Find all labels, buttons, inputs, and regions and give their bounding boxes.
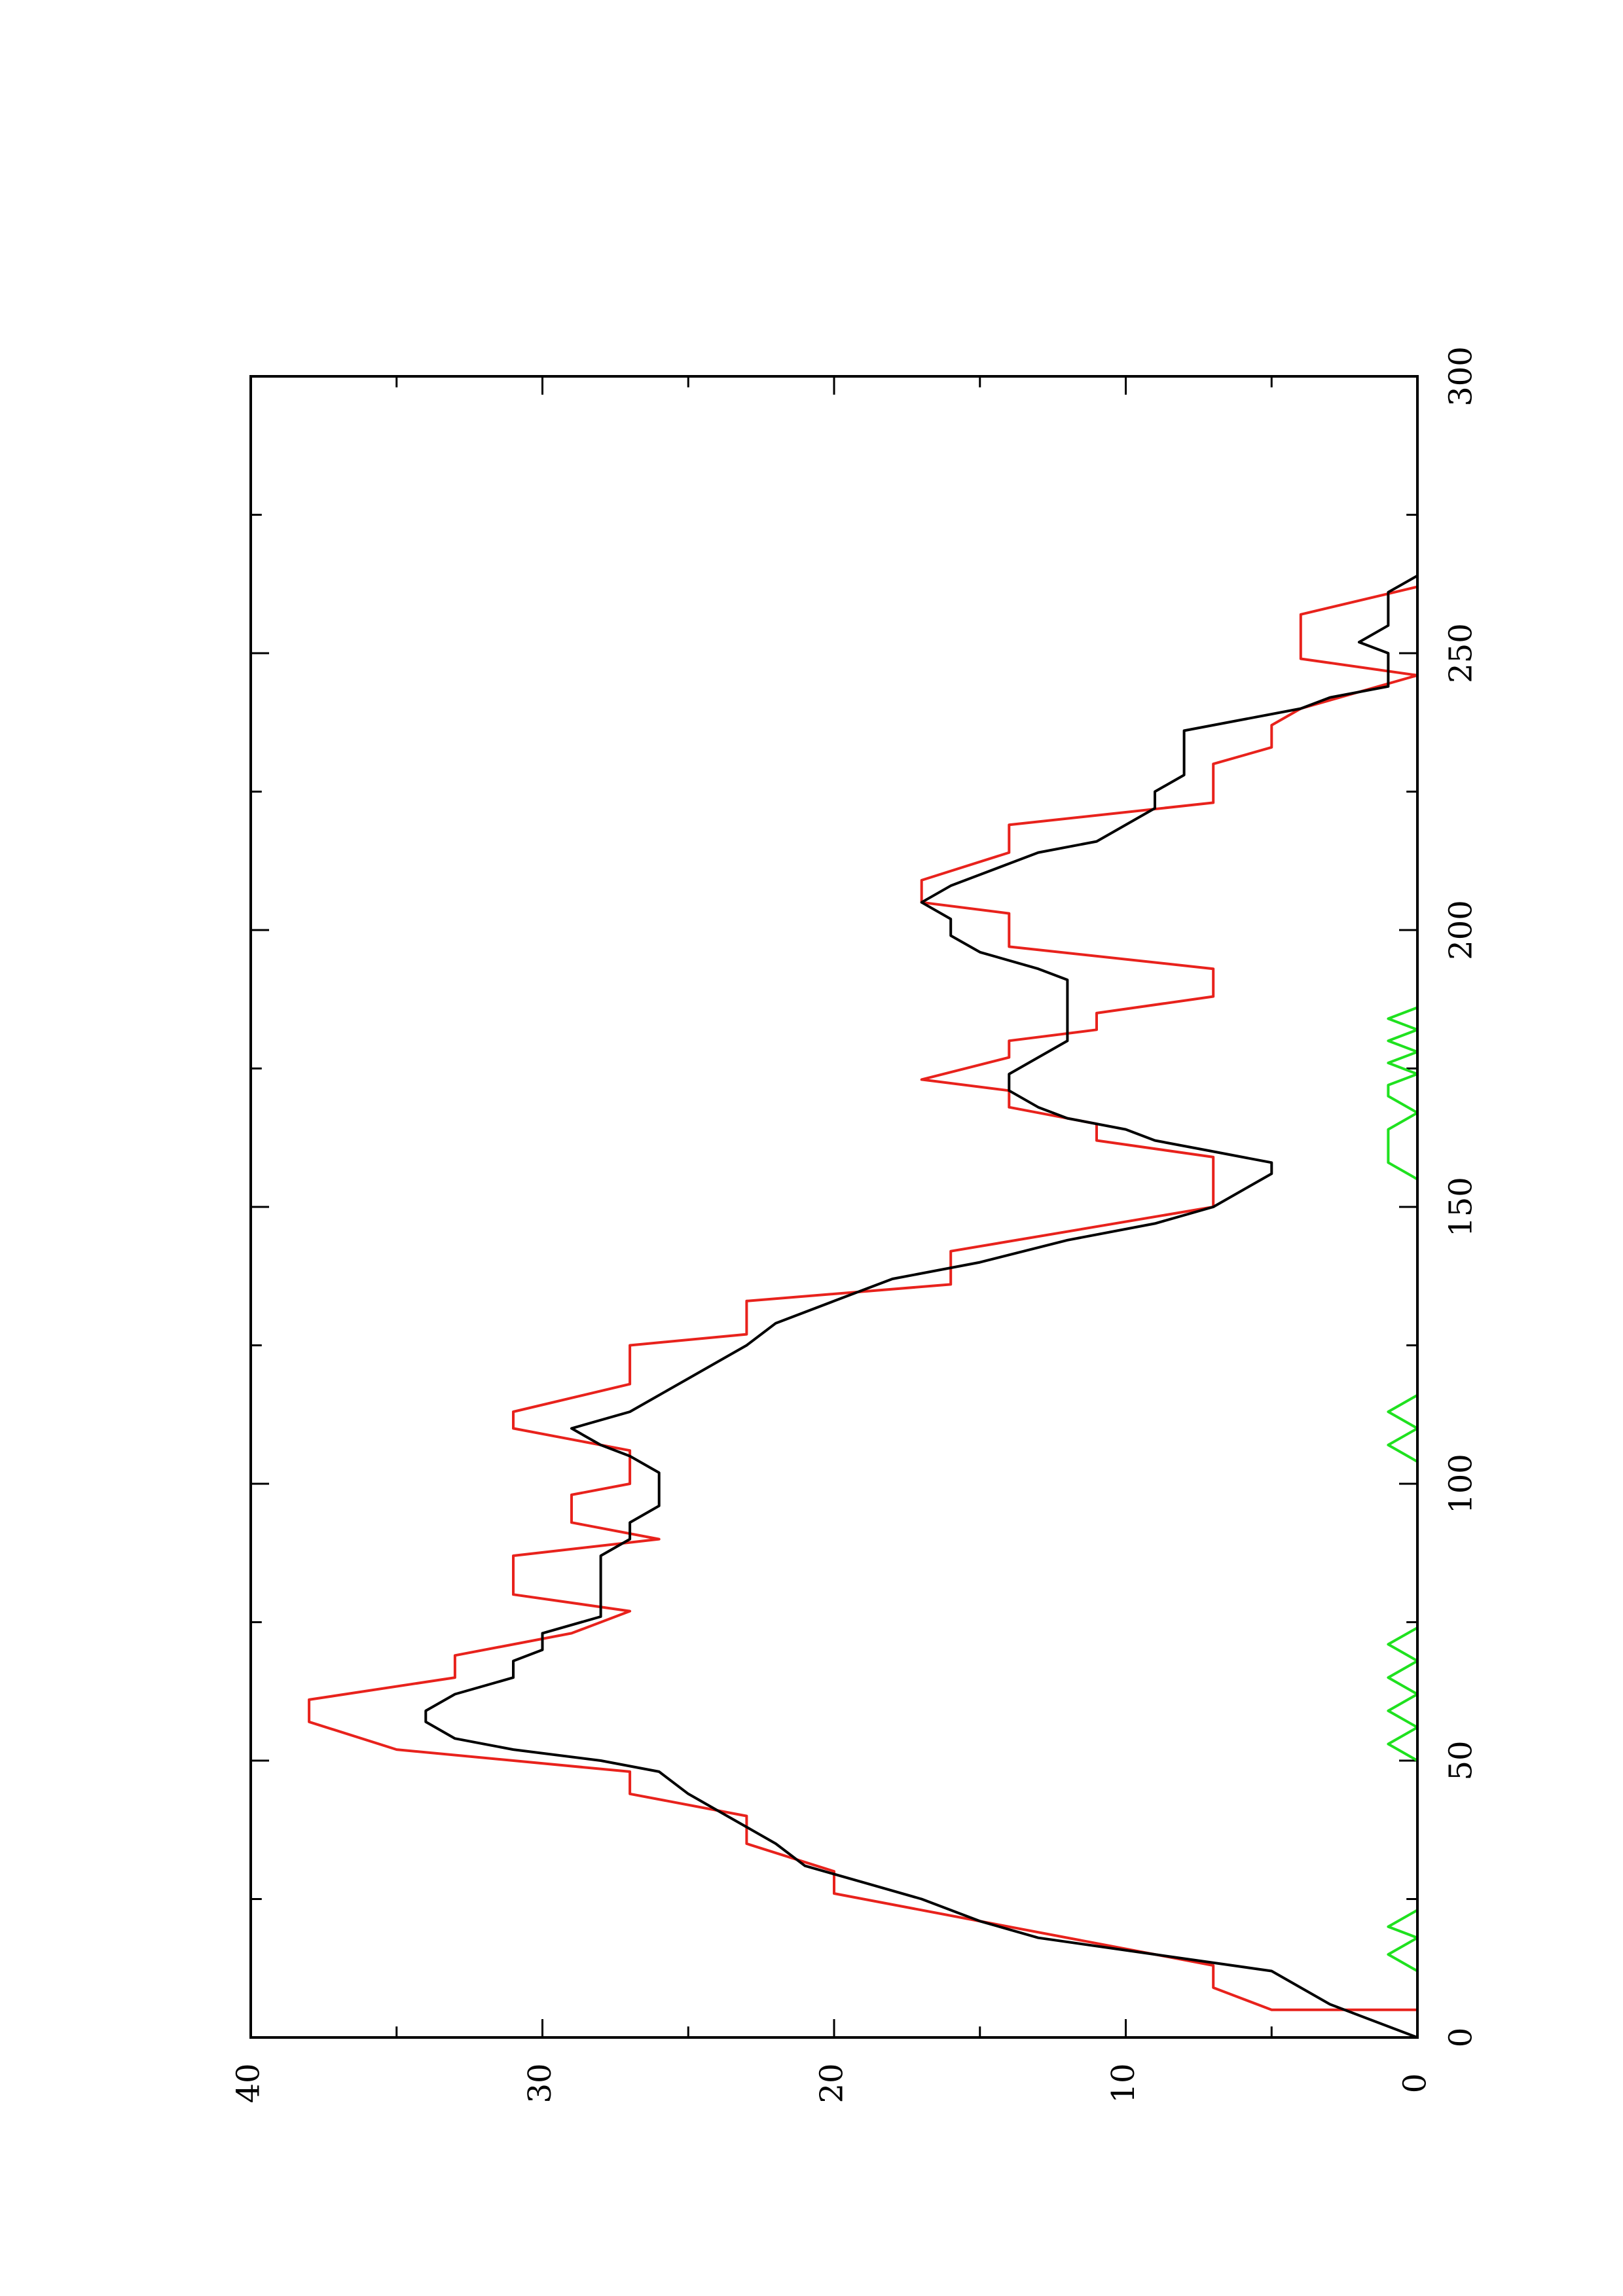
y-tick-label: 20: [814, 2063, 850, 2103]
y-tick-label: 0: [1397, 2073, 1434, 2094]
y-tick-label: 40: [230, 2063, 267, 2103]
x-tick-label: 100: [1443, 1454, 1480, 1514]
y-tick-label: 30: [522, 2063, 558, 2103]
x-tick-label: 50: [1443, 1740, 1480, 1780]
x-tick-label: 150: [1443, 1177, 1480, 1237]
x-tick-label: 200: [1443, 900, 1480, 960]
plot-frame: [249, 375, 1419, 2039]
x-tick-label: 300: [1443, 346, 1480, 406]
x-tick-label: 250: [1443, 623, 1480, 683]
x-tick-label: 0: [1443, 2028, 1480, 2048]
tick-labels: 0 50 100 150 200 250 300 0 10 20 30 40: [230, 346, 1480, 2103]
smoothed-series-line: [424, 559, 1419, 2039]
step-series-line: [308, 542, 1419, 2037]
y-tick-label: 10: [1105, 2063, 1142, 2103]
